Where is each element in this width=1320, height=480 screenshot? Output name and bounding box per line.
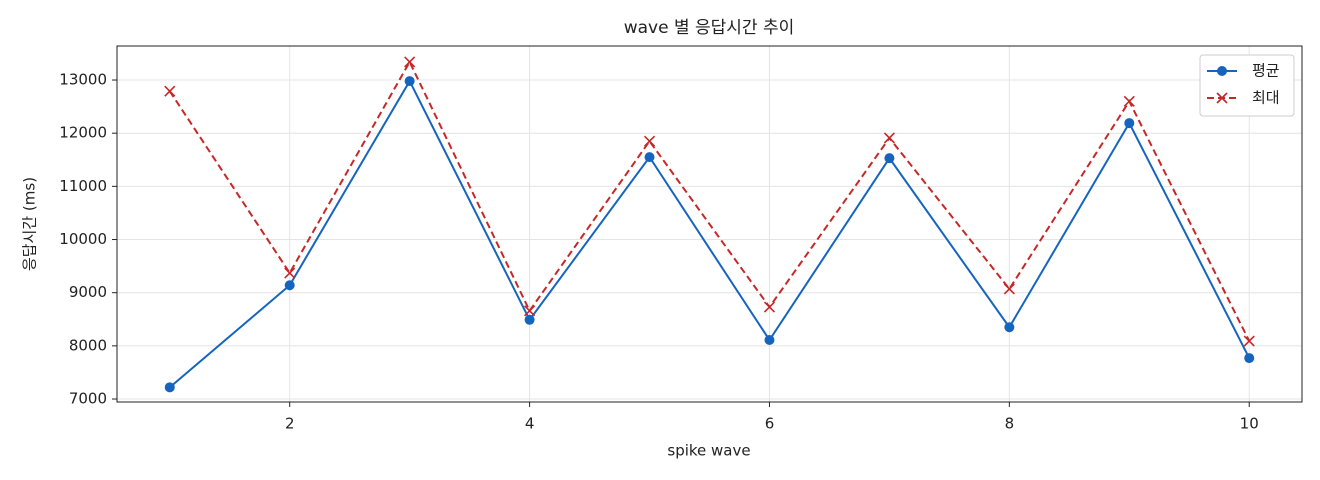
y-tick-label: 13000	[59, 71, 107, 89]
legend-marker	[1217, 66, 1227, 76]
x-axis-label: spike wave	[667, 442, 750, 460]
x-tick-label: 2	[285, 415, 295, 433]
data-point	[524, 314, 535, 325]
legend-label: 평균	[1252, 62, 1280, 80]
data-point	[1124, 118, 1135, 129]
data-point	[284, 280, 295, 291]
y-tick-label: 10000	[59, 230, 107, 248]
data-point	[644, 152, 655, 163]
data-point	[284, 267, 296, 279]
data-point	[1243, 335, 1255, 347]
legend-box	[1199, 54, 1295, 117]
series-line	[168, 59, 1251, 342]
data-point	[404, 76, 415, 87]
data-point	[164, 85, 176, 97]
x-tick-label: 4	[525, 415, 535, 433]
legend-label: 최대	[1252, 89, 1280, 107]
data-point	[764, 335, 775, 346]
y-tick-label: 11000	[59, 177, 107, 195]
plot-frame	[116, 45, 1303, 403]
x-tick-label: 8	[1005, 415, 1015, 433]
data-point	[1003, 283, 1015, 295]
data-point	[763, 301, 776, 313]
data-point	[884, 153, 895, 164]
data-point	[404, 56, 416, 68]
data-point	[643, 135, 656, 147]
chart-title: wave 별 응답시간 추이	[624, 18, 795, 38]
data-point	[1004, 322, 1015, 333]
data-point	[1123, 95, 1135, 107]
legend-marker	[1216, 92, 1228, 104]
y-tick-label: 7000	[69, 390, 107, 408]
y-tick-label: 9000	[69, 283, 107, 301]
y-axis-label: 응답시간 (ms)	[21, 177, 39, 271]
data-point	[524, 305, 536, 317]
series-line	[169, 78, 1251, 389]
data-point	[883, 132, 895, 144]
data-point	[164, 382, 175, 393]
x-tick-label: 6	[765, 415, 775, 433]
y-tick-label: 8000	[69, 336, 107, 354]
y-tick-label: 12000	[59, 124, 107, 142]
x-tick-label: 10	[1240, 415, 1259, 433]
data-point	[1244, 353, 1255, 364]
